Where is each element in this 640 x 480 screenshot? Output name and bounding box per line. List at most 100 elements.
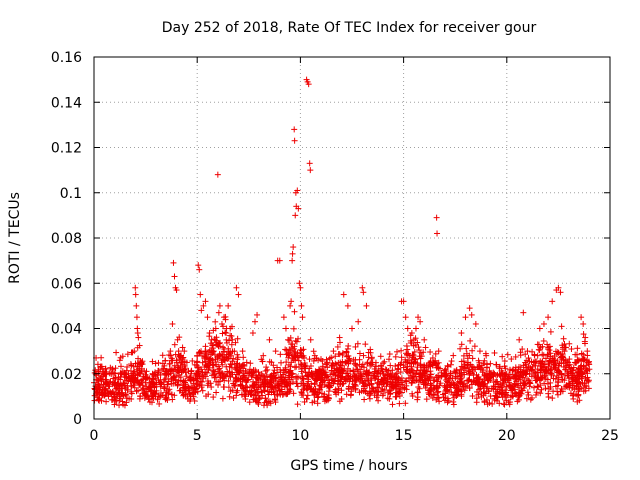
- data-point: [480, 360, 487, 367]
- data-point: [291, 348, 298, 355]
- data-point: [493, 361, 500, 368]
- data-point: [476, 348, 483, 355]
- data-point: [434, 364, 441, 371]
- data-point: [337, 367, 344, 374]
- data-point: [274, 392, 281, 399]
- data-point: [530, 359, 537, 366]
- data-point: [188, 370, 195, 377]
- data-point: [298, 380, 305, 387]
- data-point: [364, 359, 371, 366]
- data-point: [254, 375, 261, 382]
- data-point: [150, 380, 157, 387]
- data-point: [314, 400, 321, 407]
- data-point: [312, 368, 319, 375]
- data-point: [442, 366, 449, 373]
- data-point: [230, 395, 237, 402]
- data-point: [584, 374, 591, 381]
- data-point: [386, 356, 393, 363]
- data-point: [161, 376, 168, 383]
- data-point: [177, 353, 184, 360]
- data-point: [260, 402, 267, 409]
- data-point: [241, 391, 248, 398]
- data-point: [560, 335, 567, 342]
- data-point: [204, 382, 211, 389]
- data-point: [297, 284, 304, 291]
- data-point: [202, 298, 209, 305]
- data-point: [397, 376, 404, 383]
- data-point: [373, 363, 380, 370]
- data-point: [203, 354, 210, 361]
- data-point: [154, 396, 161, 403]
- data-point: [470, 378, 477, 385]
- data-point: [98, 354, 105, 361]
- data-point: [578, 375, 585, 382]
- data-point: [205, 349, 212, 356]
- data-point: [306, 356, 313, 363]
- data-point: [568, 345, 575, 352]
- data-point: [516, 336, 523, 343]
- data-point: [286, 368, 293, 375]
- data-point: [216, 378, 223, 385]
- data-point: [390, 376, 397, 383]
- data-point: [92, 367, 99, 374]
- data-point: [287, 347, 294, 354]
- data-point: [220, 348, 227, 355]
- data-point: [500, 381, 507, 388]
- data-point: [173, 287, 180, 294]
- data-point: [330, 348, 337, 355]
- data-point: [519, 387, 526, 394]
- data-point: [570, 391, 577, 398]
- data-point: [295, 205, 302, 212]
- data-point: [95, 396, 102, 403]
- data-point: [541, 380, 548, 387]
- data-point: [99, 384, 106, 391]
- data-point: [118, 371, 125, 378]
- data-point: [321, 377, 328, 384]
- data-point: [368, 380, 375, 387]
- data-point: [578, 350, 585, 357]
- data-point: [473, 374, 480, 381]
- data-point: [338, 362, 345, 369]
- data-point: [210, 362, 217, 369]
- data-point: [415, 384, 422, 391]
- data-point: [384, 395, 391, 402]
- data-point: [132, 291, 139, 298]
- data-point: [586, 366, 593, 373]
- data-point: [249, 372, 256, 379]
- data-point: [462, 383, 469, 390]
- data-point: [183, 373, 190, 380]
- data-point: [491, 349, 498, 356]
- data-point: [271, 367, 278, 374]
- data-point: [574, 345, 581, 352]
- data-point: [271, 396, 278, 403]
- x-tick-label: 5: [193, 428, 202, 444]
- data-point: [346, 383, 353, 390]
- data-point: [489, 400, 496, 407]
- data-point: [370, 386, 377, 393]
- data-point: [536, 325, 543, 332]
- data-point: [292, 212, 299, 219]
- data-point: [101, 370, 108, 377]
- data-point: [472, 320, 479, 327]
- data-point: [469, 393, 476, 400]
- data-point: [466, 385, 473, 392]
- data-point: [191, 384, 198, 391]
- data-point: [446, 375, 453, 382]
- data-point: [508, 387, 515, 394]
- data-point: [557, 388, 564, 395]
- data-point: [350, 367, 357, 374]
- data-point: [290, 379, 297, 386]
- data-point: [506, 371, 513, 378]
- data-point: [292, 337, 299, 344]
- data-point: [369, 372, 376, 379]
- data-point: [233, 377, 240, 384]
- data-point: [108, 396, 115, 403]
- data-point: [451, 394, 458, 401]
- data-point: [522, 351, 529, 358]
- data-point: [277, 366, 284, 373]
- data-point: [168, 357, 175, 364]
- data-point: [200, 302, 207, 309]
- data-point: [105, 393, 112, 400]
- data-point: [314, 375, 321, 382]
- data-point: [556, 360, 563, 367]
